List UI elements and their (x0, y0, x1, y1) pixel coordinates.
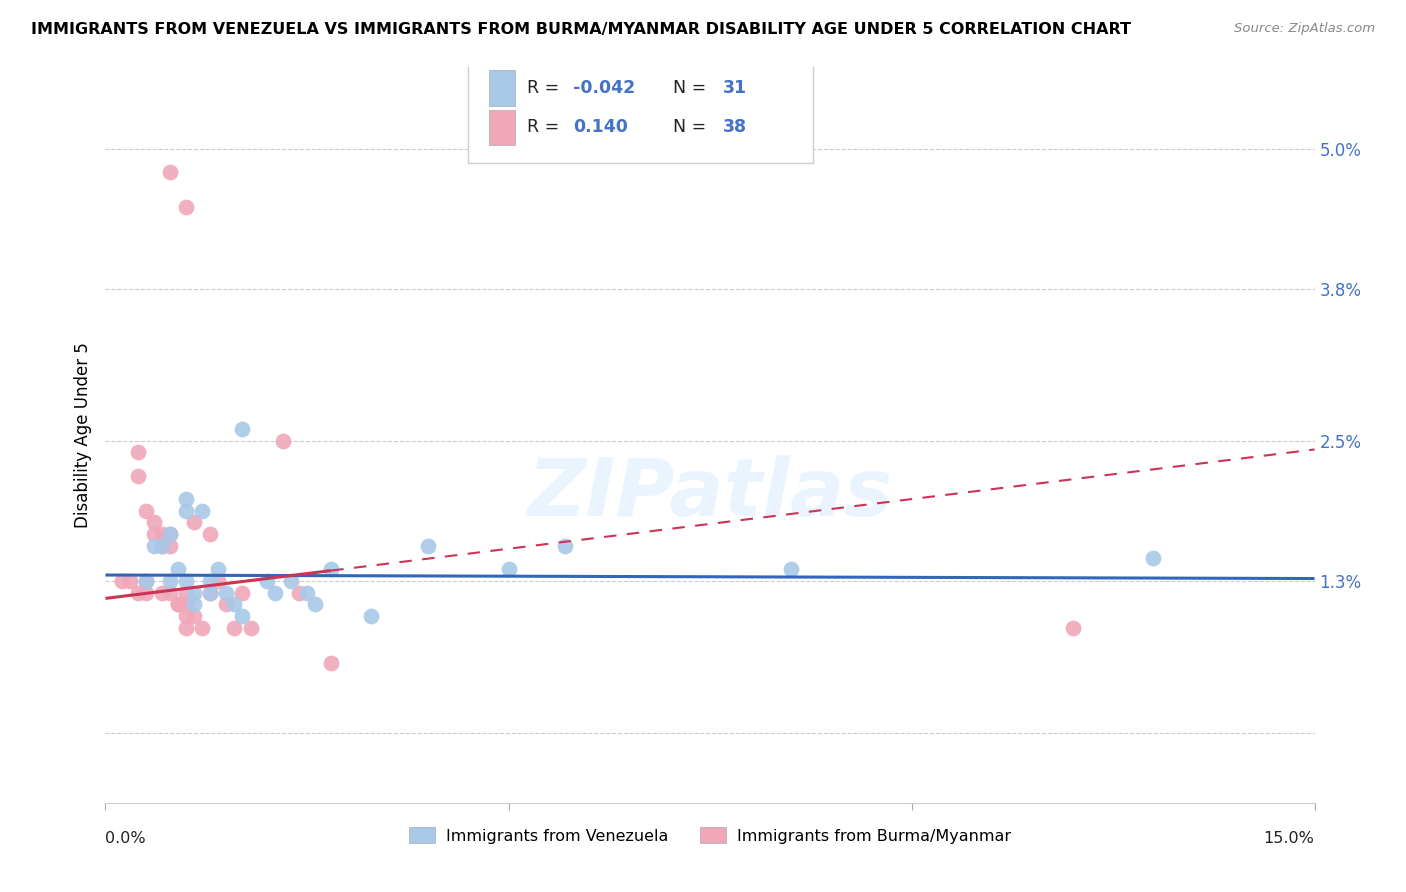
Point (174, 621, 197, 635)
Text: 38: 38 (723, 119, 748, 136)
Point (321, 562, 343, 576)
Point (1062, 621, 1084, 635)
Point (159, 539, 181, 553)
Point (200, 527, 222, 541)
FancyBboxPatch shape (489, 70, 516, 105)
Point (200, 585, 222, 599)
Point (167, 597, 190, 611)
Point (183, 516, 205, 530)
Point (150, 539, 173, 553)
Point (174, 200, 197, 214)
Point (150, 527, 173, 541)
Point (416, 539, 439, 553)
Point (256, 574, 278, 588)
Point (127, 468, 149, 483)
Text: -0.042: -0.042 (574, 78, 636, 97)
Point (174, 597, 197, 611)
Text: 0.140: 0.140 (574, 119, 628, 136)
Point (224, 621, 246, 635)
Point (321, 656, 343, 670)
Point (215, 597, 238, 611)
Point (174, 585, 197, 599)
Point (167, 597, 190, 611)
Point (142, 527, 165, 541)
Point (207, 574, 229, 588)
FancyBboxPatch shape (489, 110, 516, 145)
Point (224, 597, 246, 611)
Point (280, 574, 302, 588)
Point (360, 608, 382, 623)
Point (498, 562, 520, 576)
Point (110, 574, 132, 588)
Point (231, 422, 253, 436)
Text: 0.0%: 0.0% (105, 831, 146, 847)
Point (191, 504, 214, 518)
Point (127, 585, 149, 599)
Point (135, 574, 157, 588)
Point (191, 621, 214, 635)
Point (150, 539, 173, 553)
Point (200, 585, 222, 599)
Point (779, 562, 801, 576)
Point (142, 539, 165, 553)
Point (207, 562, 229, 576)
Text: ZIPatlas: ZIPatlas (527, 455, 893, 533)
Point (174, 574, 197, 588)
Text: N =: N = (672, 119, 706, 136)
Point (215, 585, 238, 599)
Text: R =: R = (527, 119, 560, 136)
Point (135, 585, 157, 599)
Text: 31: 31 (723, 78, 748, 97)
Point (231, 608, 253, 623)
Text: Source: ZipAtlas.com: Source: ZipAtlas.com (1234, 22, 1375, 36)
Text: 15.0%: 15.0% (1264, 831, 1315, 847)
Point (159, 574, 181, 588)
Point (183, 608, 205, 623)
Y-axis label: Disability Age Under 5: Disability Age Under 5 (73, 342, 91, 528)
FancyBboxPatch shape (468, 63, 813, 162)
Point (159, 527, 181, 541)
Point (135, 574, 157, 588)
Point (288, 585, 311, 599)
Point (159, 165, 181, 179)
Point (304, 597, 326, 611)
Point (174, 608, 197, 623)
Point (231, 585, 253, 599)
Legend: Immigrants from Venezuela, Immigrants from Burma/Myanmar: Immigrants from Venezuela, Immigrants fr… (402, 821, 1018, 850)
Point (263, 585, 285, 599)
Point (167, 562, 190, 576)
Point (127, 445, 149, 459)
Point (200, 574, 222, 588)
Point (135, 504, 157, 518)
Point (295, 585, 318, 599)
Point (142, 516, 165, 530)
Point (174, 504, 197, 518)
Point (183, 585, 205, 599)
Point (159, 585, 181, 599)
Text: R =: R = (527, 78, 560, 97)
Point (118, 574, 141, 588)
Point (239, 621, 262, 635)
Point (271, 434, 294, 448)
Point (1142, 550, 1164, 565)
Point (183, 597, 205, 611)
Point (174, 492, 197, 507)
Text: N =: N = (672, 78, 706, 97)
Point (554, 539, 576, 553)
Point (159, 527, 181, 541)
Text: IMMIGRANTS FROM VENEZUELA VS IMMIGRANTS FROM BURMA/MYANMAR DISABILITY AGE UNDER : IMMIGRANTS FROM VENEZUELA VS IMMIGRANTS … (31, 22, 1130, 37)
Point (150, 585, 173, 599)
